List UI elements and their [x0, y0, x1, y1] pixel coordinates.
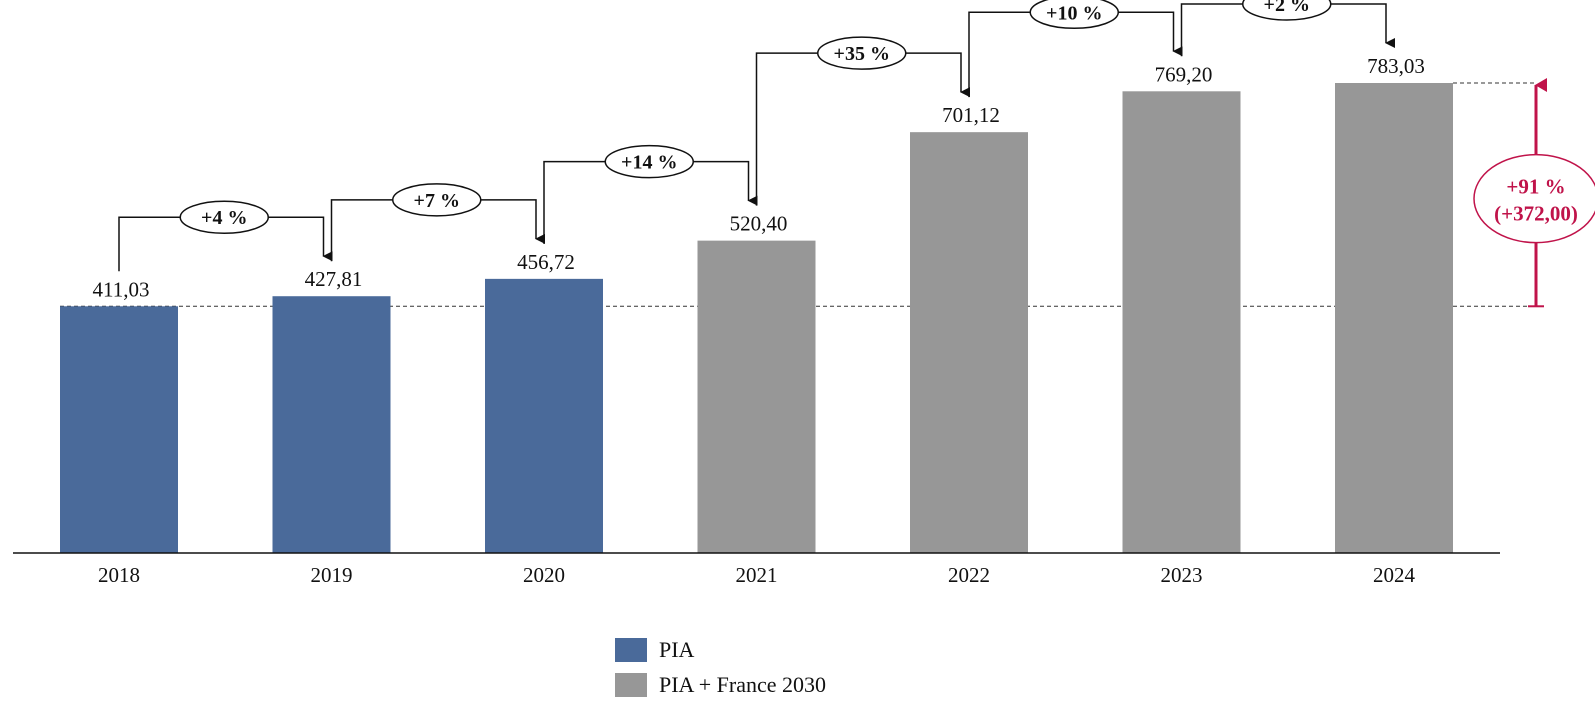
- x-tick-label-2023: 2023: [1161, 563, 1203, 587]
- growth-badge-2022: [817, 36, 907, 70]
- value-label-2021: 520,40: [730, 212, 788, 236]
- total-change-absolute: (+372,00): [1494, 202, 1578, 226]
- growth-badge-2023: [1029, 0, 1119, 30]
- value-label-2020: 456,72: [517, 250, 575, 274]
- growth-badge-2019: [179, 200, 269, 234]
- x-tick-label-2020: 2020: [523, 563, 565, 587]
- legend-swatch-pia-france-2030: [615, 672, 647, 697]
- value-labels: 411,03 427,81 456,72 520,40 701,12 769,20 783,…: [93, 54, 1425, 301]
- bar-chart: 2018 2019 2020 2021 2022 2023 2024 411,03 427,8…: [13, 0, 1595, 587]
- bar-2020: [485, 278, 603, 553]
- bar-2019: [272, 296, 391, 553]
- legend-label-pia-france-2030: PIA + France 2030: [659, 671, 826, 697]
- growth-label-2019: +4 %: [201, 207, 247, 229]
- value-label-2024: 783,03: [1367, 54, 1425, 78]
- x-tick-label-2024: 2024: [1373, 563, 1416, 587]
- growth-badge-2021: [604, 144, 694, 179]
- bar-2023: [1122, 91, 1241, 554]
- x-tick-labels: 2018 2019 2020 2021 2022 2023 2024: [98, 563, 1416, 587]
- growth-badge-2024: [1242, 0, 1332, 21]
- x-tick-label-2018: 2018: [98, 563, 140, 587]
- x-tick-label-2022: 2022: [948, 563, 990, 587]
- legend-swatch-pia: [615, 637, 647, 662]
- growth-label-2021: +14 %: [621, 152, 677, 174]
- legend-label-pia: PIA: [659, 636, 695, 662]
- x-tick-label-2019: 2019: [311, 563, 353, 587]
- bars: [60, 83, 1453, 554]
- bar-2024: [1335, 83, 1453, 553]
- bar-2021: [697, 240, 816, 553]
- total-change-annotation: +91 % (+372,00): [1473, 78, 1595, 308]
- bar-2018: [60, 306, 178, 553]
- value-label-2019: 427,81: [305, 267, 363, 291]
- growth-label-2020: +7 %: [414, 190, 460, 212]
- growth-label-2023: +10 %: [1046, 2, 1102, 24]
- total-change-badge: [1473, 153, 1595, 244]
- growth-label-2022: +35 %: [834, 43, 890, 65]
- growth-connectors: +4 % +7 % +14 % +35 % +10 % +2 %: [118, 0, 1395, 272]
- legend-item-pia: PIA: [615, 632, 826, 667]
- bar-2022: [910, 132, 1028, 553]
- legend-item-pia-france-2030: PIA + France 2030: [615, 667, 826, 702]
- total-change-percent: +91 %: [1506, 175, 1565, 199]
- growth-label-2024: +2 %: [1264, 0, 1310, 16]
- value-label-2023: 769,20: [1155, 62, 1213, 86]
- value-label-2018: 411,03: [93, 277, 150, 301]
- legend: PIA PIA + France 2030: [615, 632, 826, 702]
- x-tick-label-2021: 2021: [736, 563, 778, 587]
- value-label-2022: 701,12: [942, 103, 1000, 127]
- growth-badge-2020: [392, 183, 482, 217]
